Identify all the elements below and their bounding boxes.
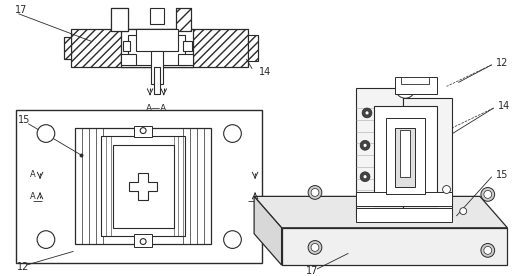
- Bar: [395, 128, 415, 187]
- Circle shape: [224, 231, 241, 248]
- Circle shape: [311, 243, 319, 251]
- Bar: [151, 51, 163, 84]
- Bar: [356, 208, 453, 222]
- Circle shape: [308, 185, 322, 199]
- Polygon shape: [129, 173, 157, 200]
- Bar: [401, 76, 429, 84]
- Circle shape: [395, 79, 415, 98]
- Bar: [386, 118, 425, 194]
- Bar: [136, 30, 177, 51]
- Bar: [134, 234, 152, 248]
- Bar: [120, 30, 193, 67]
- Bar: [356, 88, 403, 218]
- Circle shape: [140, 128, 146, 134]
- Circle shape: [363, 175, 367, 179]
- Bar: [101, 136, 185, 236]
- Circle shape: [460, 208, 467, 214]
- Bar: [400, 130, 410, 177]
- Circle shape: [37, 125, 55, 142]
- Text: A: A: [30, 170, 36, 179]
- Circle shape: [481, 187, 495, 201]
- Bar: [183, 41, 192, 51]
- Bar: [134, 126, 152, 137]
- Text: 14: 14: [259, 67, 271, 77]
- Bar: [122, 41, 130, 51]
- Circle shape: [308, 241, 322, 254]
- Polygon shape: [254, 197, 282, 265]
- Text: A: A: [30, 192, 36, 201]
- Bar: [120, 54, 136, 65]
- Polygon shape: [111, 8, 128, 31]
- Bar: [17, 110, 262, 263]
- Bar: [374, 106, 436, 206]
- Bar: [356, 192, 453, 206]
- Text: 15: 15: [496, 170, 508, 180]
- Text: 12: 12: [17, 262, 29, 272]
- Circle shape: [224, 125, 241, 142]
- Polygon shape: [64, 37, 72, 59]
- Polygon shape: [72, 30, 248, 67]
- Circle shape: [443, 185, 450, 193]
- Circle shape: [363, 143, 367, 147]
- Circle shape: [484, 190, 491, 198]
- Circle shape: [484, 246, 491, 254]
- Circle shape: [360, 172, 370, 182]
- Text: 15: 15: [19, 115, 31, 125]
- Text: 12: 12: [496, 58, 508, 68]
- Text: 17: 17: [15, 5, 27, 15]
- Circle shape: [311, 189, 319, 197]
- Text: A—A: A—A: [146, 104, 168, 113]
- Polygon shape: [254, 197, 508, 228]
- Bar: [154, 67, 160, 94]
- Bar: [128, 35, 185, 65]
- Bar: [177, 54, 193, 65]
- Text: 14: 14: [498, 101, 510, 111]
- Circle shape: [365, 111, 369, 115]
- Bar: [111, 8, 128, 31]
- Bar: [111, 8, 128, 31]
- Circle shape: [37, 231, 55, 248]
- Circle shape: [481, 243, 495, 257]
- Text: 17: 17: [306, 266, 319, 276]
- Bar: [113, 145, 173, 228]
- Bar: [150, 8, 164, 23]
- Bar: [395, 76, 436, 94]
- Circle shape: [362, 108, 372, 118]
- Circle shape: [140, 238, 146, 245]
- Bar: [282, 228, 508, 265]
- Bar: [403, 98, 453, 218]
- Bar: [75, 128, 211, 243]
- Bar: [175, 8, 192, 31]
- Circle shape: [360, 140, 370, 150]
- Polygon shape: [175, 8, 192, 31]
- Polygon shape: [248, 35, 258, 61]
